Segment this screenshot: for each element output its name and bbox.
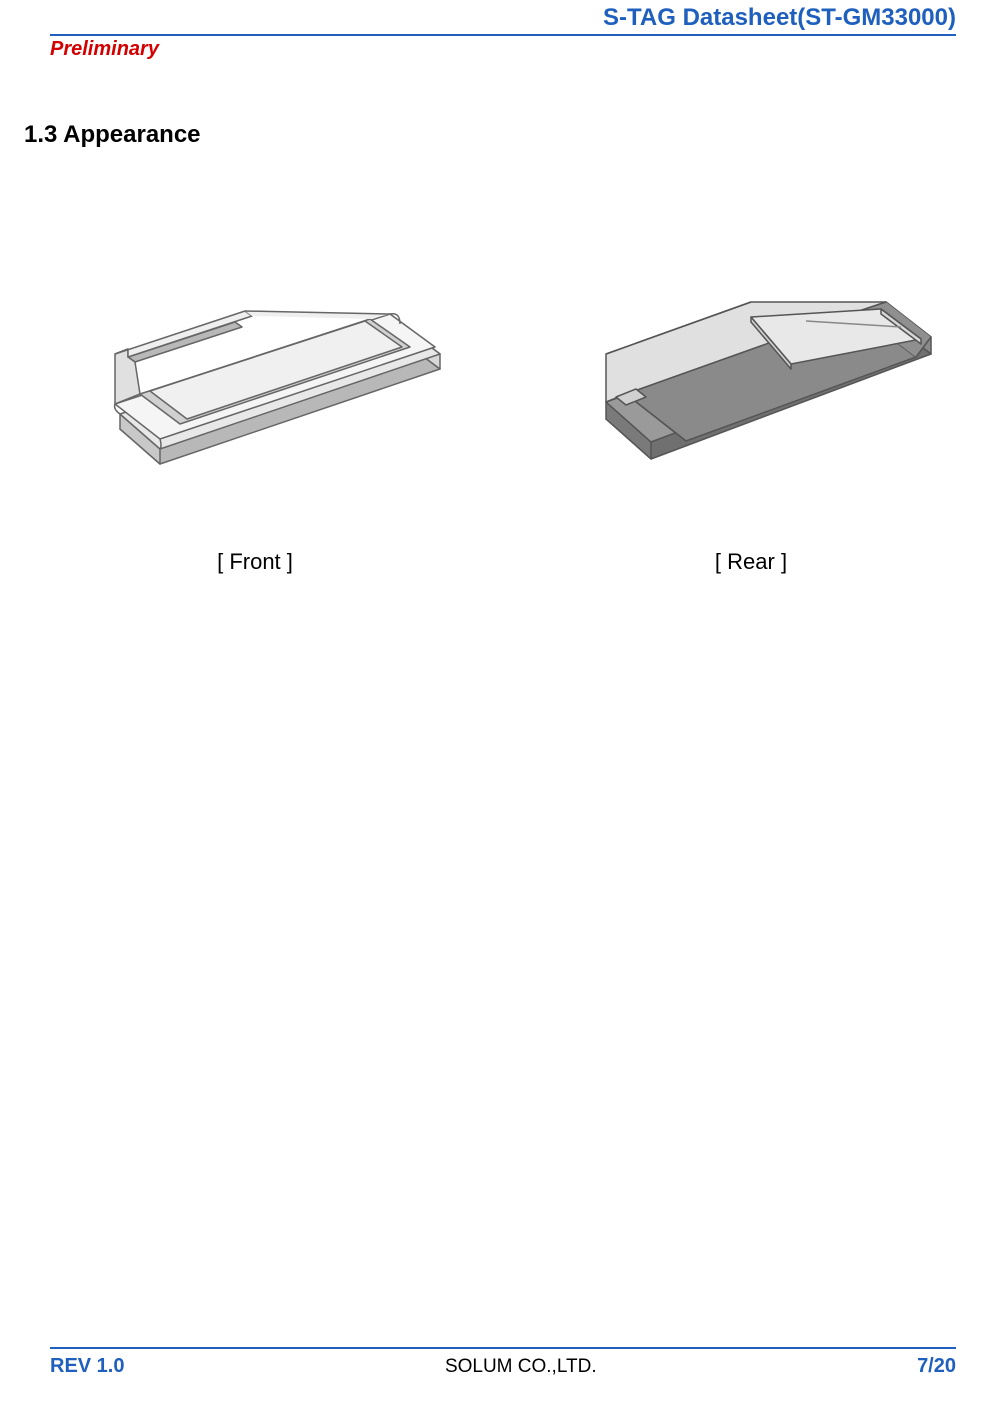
- document-title: S-TAG Datasheet(ST-GM33000): [50, 0, 956, 36]
- device-rear-render: [556, 209, 946, 489]
- rear-caption: [ Rear ]: [715, 549, 787, 575]
- front-figure: [ Front ]: [60, 209, 450, 575]
- front-caption: [ Front ]: [217, 549, 293, 575]
- company-label: SOLUM CO.,LTD.: [445, 1356, 597, 1378]
- preliminary-label: Preliminary: [50, 36, 956, 61]
- section-heading: 1.3 Appearance: [24, 121, 956, 149]
- rear-figure: [ Rear ]: [556, 209, 946, 575]
- appearance-figures: [ Front ]: [50, 209, 956, 575]
- revision-label: REV 1.0: [50, 1355, 124, 1378]
- page-footer: REV 1.0 SOLUM CO.,LTD. 7/20: [50, 1347, 956, 1378]
- device-front-render: [60, 209, 450, 489]
- datasheet-page: S-TAG Datasheet(ST-GM33000) Preliminary …: [0, 0, 1006, 1418]
- page-number: 7/20: [917, 1355, 956, 1378]
